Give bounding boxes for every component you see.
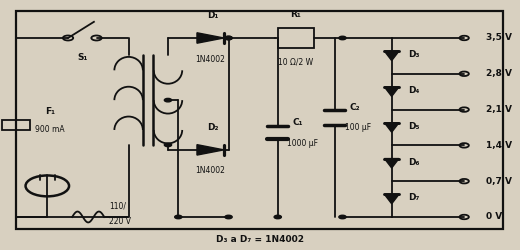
Polygon shape <box>384 87 399 97</box>
Text: D₃ a D₇ = 1N4002: D₃ a D₇ = 1N4002 <box>216 235 304 244</box>
Polygon shape <box>384 194 399 204</box>
Polygon shape <box>384 123 399 132</box>
Bar <box>278 28 314 48</box>
Circle shape <box>225 215 232 219</box>
Text: F₁: F₁ <box>45 107 55 116</box>
Text: 10 Ω/2 W: 10 Ω/2 W <box>278 57 314 66</box>
Text: D₆: D₆ <box>408 158 420 166</box>
Circle shape <box>339 215 346 219</box>
Text: S₁: S₁ <box>77 54 87 62</box>
Text: 0,7 V: 0,7 V <box>486 177 512 186</box>
Text: 2,1 V: 2,1 V <box>486 105 512 114</box>
Circle shape <box>175 215 182 219</box>
Text: R₁: R₁ <box>291 10 301 19</box>
Text: 220 V: 220 V <box>109 217 131 226</box>
Bar <box>16 11 503 230</box>
Polygon shape <box>197 33 224 43</box>
Text: D₄: D₄ <box>408 86 420 95</box>
Text: 3,5 V: 3,5 V <box>486 34 512 42</box>
Text: D₂: D₂ <box>207 123 219 132</box>
Circle shape <box>164 98 172 102</box>
Text: D₅: D₅ <box>408 122 420 131</box>
Text: 2,8 V: 2,8 V <box>486 69 512 78</box>
Text: 110/: 110/ <box>109 201 126 210</box>
Circle shape <box>164 143 172 147</box>
Polygon shape <box>197 145 224 155</box>
Polygon shape <box>384 51 399 60</box>
Text: 0 V: 0 V <box>486 212 502 222</box>
Text: D₁: D₁ <box>207 11 219 20</box>
Circle shape <box>339 36 346 40</box>
Text: C₁: C₁ <box>292 118 303 127</box>
Circle shape <box>225 36 232 40</box>
Text: 1000 μF: 1000 μF <box>287 139 318 148</box>
Text: 900 mA: 900 mA <box>35 126 64 134</box>
Text: D₃: D₃ <box>408 50 420 59</box>
Text: 1N4002: 1N4002 <box>196 54 225 64</box>
Circle shape <box>274 215 281 219</box>
Text: 1,4 V: 1,4 V <box>486 141 512 150</box>
Text: 1N4002: 1N4002 <box>196 166 225 175</box>
Text: 100 μF: 100 μF <box>345 123 372 132</box>
Circle shape <box>225 36 232 40</box>
Text: D₇: D₇ <box>408 193 420 202</box>
Bar <box>2 120 31 130</box>
Polygon shape <box>384 158 399 168</box>
Text: C₂: C₂ <box>349 103 360 112</box>
